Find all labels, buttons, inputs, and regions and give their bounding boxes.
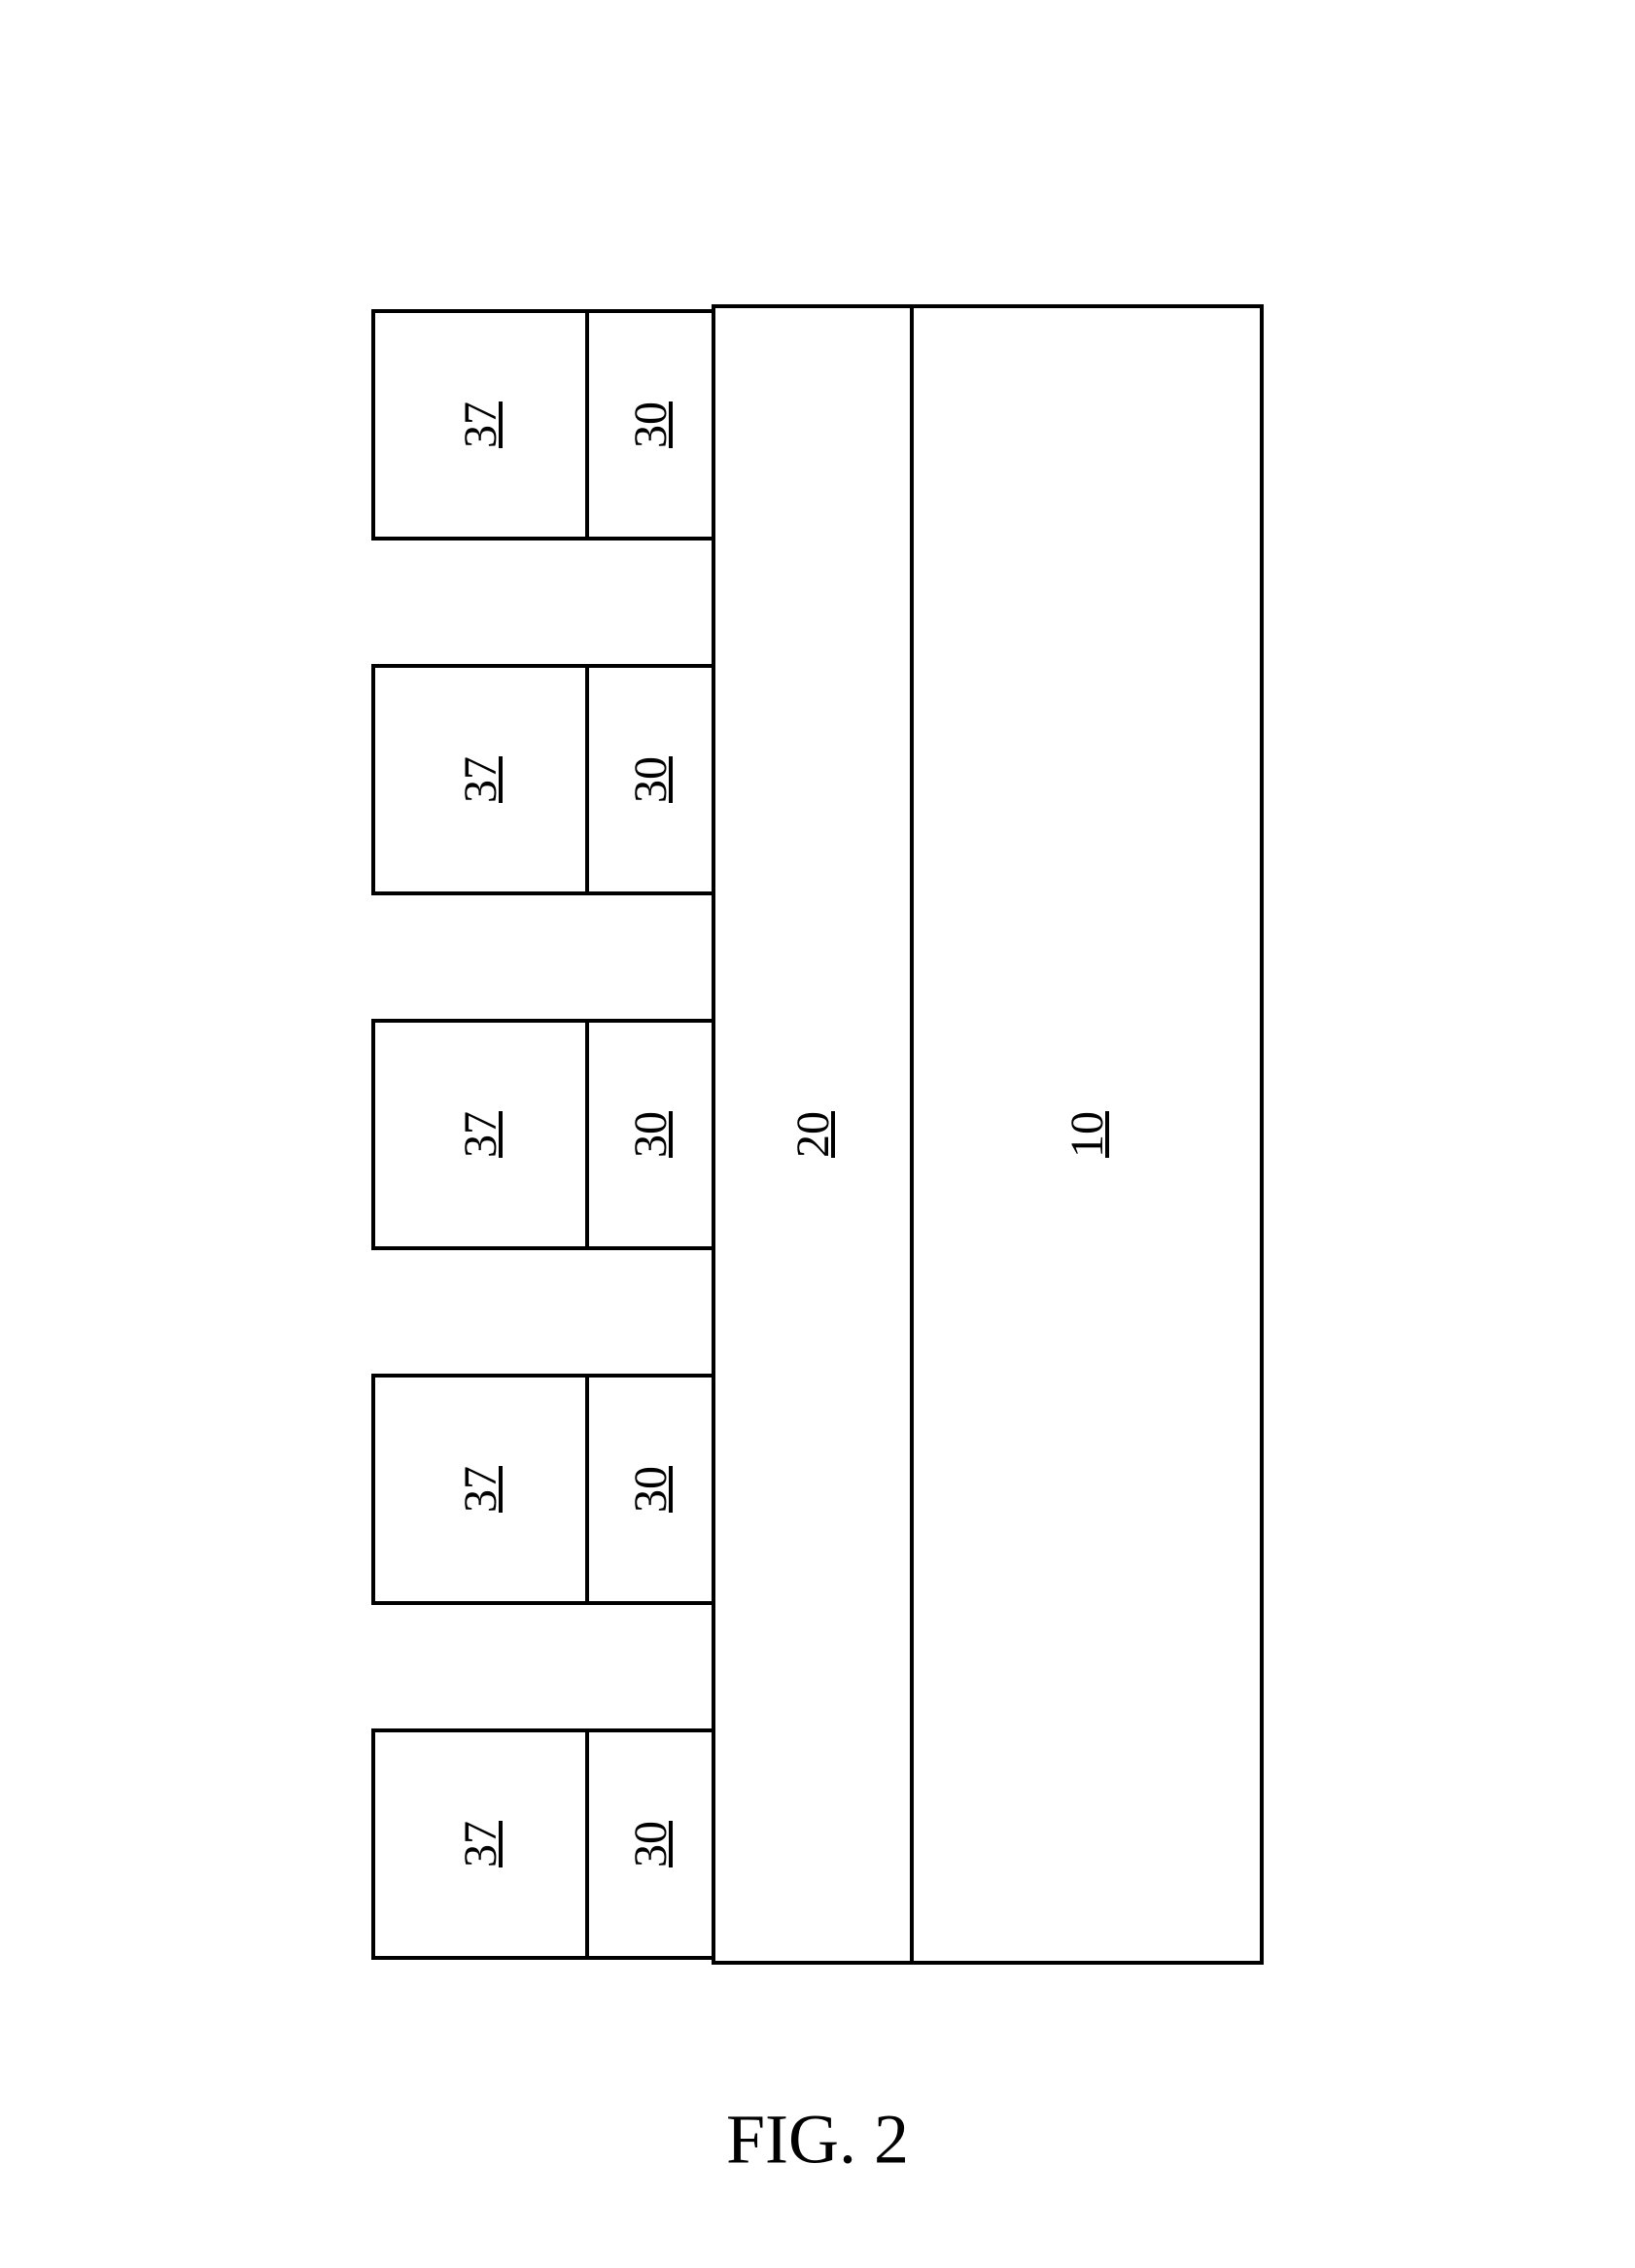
layer-substrate: 10 [910,304,1264,1965]
pillar-1-upper: 37 [375,1732,589,1956]
pillar-1-lower: 30 [589,1732,715,1956]
pillar-5-upper: 37 [375,313,589,537]
pillar-4-upper: 37 [375,668,589,891]
pillar-2-upper: 37 [375,1378,589,1601]
pillar-5-lower: 30 [589,313,715,537]
cross-section-diagram: 102037303730373037303730 [371,304,1264,1965]
pillar-2-lower: 30 [589,1378,715,1601]
pillar-4-lower: 30 [589,668,715,891]
pillar-2: 3730 [371,1374,715,1605]
pillar-3-lower: 30 [589,1023,715,1246]
pillar-4: 3730 [371,664,715,895]
figure-caption: FIG. 2 [726,2099,909,2180]
pillar-3-upper: 37 [375,1023,589,1246]
pillar-1: 3730 [371,1728,715,1960]
pillar-3: 3730 [371,1019,715,1250]
pillar-5: 3730 [371,309,715,541]
layer-epi: 20 [712,304,914,1965]
